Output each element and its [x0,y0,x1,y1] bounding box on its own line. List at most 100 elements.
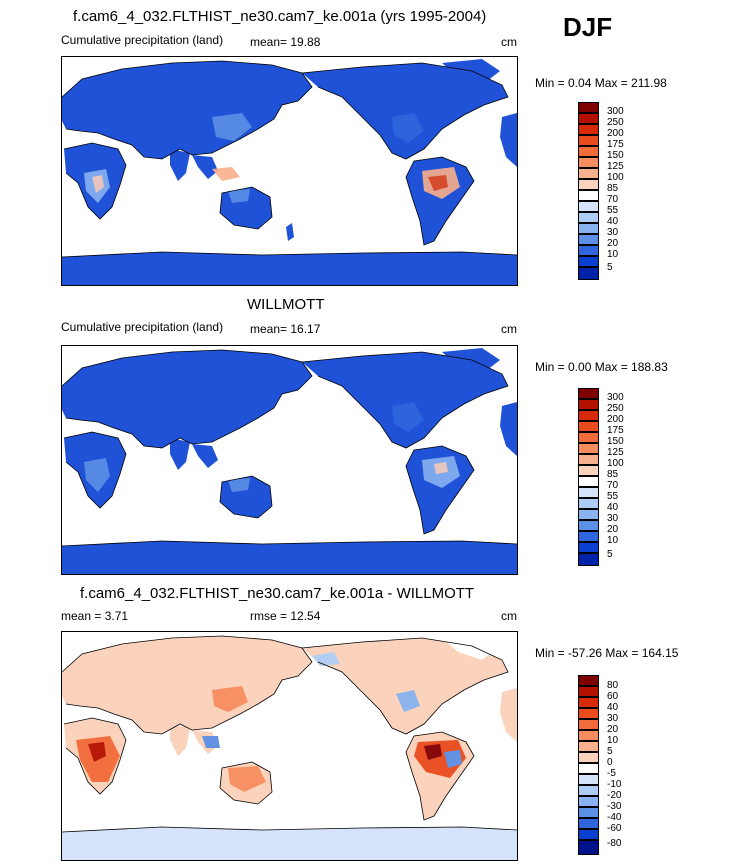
panel-3-cb-cell-5 [578,730,599,741]
panel-3-map [61,631,518,861]
china-positive [212,686,248,712]
panel-2-cb-cell-3 [578,421,599,432]
panel-3-coastlines [62,635,517,833]
panel-1-cb-cell-3 [578,135,599,146]
panel-2-tick: 175 [607,425,624,436]
panel-1-units: cm [501,35,517,49]
panel-2-cb-cell-9 [578,487,599,498]
australia-north-wet [228,478,250,492]
panel-2-cb-cell-13 [578,531,599,542]
panel-2-mean: mean= 16.17 [250,322,321,336]
coast-north-america [301,637,509,735]
panel-2-title: WILLMOTT [247,296,325,313]
panel-3-cb-cell-6 [578,741,599,752]
panel-1-cb-cell-1 [578,113,599,124]
panel-2-tick: 100 [607,458,624,469]
panel-3-map-svg [62,634,517,860]
panel-3-tick: 10 [607,735,619,746]
panel-1-cb-cell-10 [578,212,599,223]
panel-3-units: cm [501,609,517,623]
panel-3-cb-cell-12 [578,807,599,818]
panel-3-tick: 60 [607,691,619,702]
panel-2-cb-cell-7 [578,465,599,476]
panel-3-mean: mean = 3.71 [61,609,129,623]
panel-2-tick: 20 [607,524,619,535]
panel-2-cb-cell-8 [578,476,599,487]
panel-1-cb-cell-7 [578,179,599,190]
panel-2-tick: 250 [607,403,624,414]
panel-1-title: f.cam6_4_032.FLTHIST_ne30.cam7_ke.001a (… [73,8,487,25]
panel-3-tick: -20 [607,790,622,801]
panel-1-cb-cell-0 [578,102,599,113]
north-america [302,352,508,448]
panel-1-tick: 250 [607,117,624,128]
coast-antarctica [62,251,517,258]
amazon-core [434,462,448,474]
amazon-strong [424,744,442,760]
coast-africa [63,717,127,795]
panel-1-tick: 70 [607,194,619,205]
coast-south-america [405,156,475,246]
panel-1-wet-areas [84,113,460,203]
panel-3-tick: -60 [607,823,622,834]
panel-3-cb-cell-15 [578,840,599,855]
panel-1-cb-cell-4 [578,146,599,157]
panel-3-tick: -80 [607,838,622,849]
panel-3-cb-cell-1 [578,686,599,697]
panel-3-tick: 5 [607,746,613,757]
panel-3-colorbar [578,675,599,855]
australia-positive [228,766,266,792]
panel-1-tick: 30 [607,227,619,238]
panel-1-coastlines [62,60,517,258]
coast-north-america [301,62,509,160]
australia-north-wet [228,189,250,203]
coast-africa [63,431,127,509]
panel-2-cb-cell-4 [578,432,599,443]
coast-south-america [405,445,475,535]
panel-3-cb-cell-8 [578,763,599,774]
coast-north-america [301,351,509,449]
panel-2-minmax: Min = 0.00 Max = 188.83 [535,360,668,374]
panel-3-land [62,634,517,860]
panel-3-cb-cell-3 [578,708,599,719]
india [170,149,190,181]
panel-3-cb-cell-10 [578,785,599,796]
panel-2-cb-cell-11 [578,509,599,520]
panel-2-colorbar [578,388,599,566]
panel-3-cb-cell-11 [578,796,599,807]
panel-2-tick: 10 [607,535,619,546]
eurasia [62,61,312,159]
panel-1-cb-cell-5 [578,157,599,168]
panel-2-coastlines [62,349,517,547]
panel-2-tick: 55 [607,491,619,502]
india [170,724,190,756]
coast-australia [219,186,273,230]
panel-1-tick: 150 [607,150,624,161]
panel-1-mean: mean= 19.88 [250,35,321,49]
coast-africa [63,142,127,220]
panel-1-tick: 40 [607,216,619,227]
coast-australia [219,475,273,519]
panel-2-tick: 300 [607,392,624,403]
panel-3-cb-cell-13 [578,818,599,829]
panel-2-tick: 85 [607,469,619,480]
africa-core [92,175,104,193]
panel-2-cb-cell-12 [578,520,599,531]
maritime-continent [212,167,240,181]
panel-2-cb-cell-0 [578,388,599,399]
panel-2-wet-areas [84,402,460,492]
europe-edge [500,688,517,742]
panel-1-cb-cell-14 [578,256,599,267]
panel-3-tick: 40 [607,702,619,713]
panel-3-tick: 0 [607,757,613,768]
panel-1-left-label: Cumulative precipitation (land) [61,33,224,47]
panel-3-minmax: Min = -57.26 Max = 164.15 [535,646,679,660]
panel-2-tick: 150 [607,436,624,447]
panel-1-tick: 125 [607,161,624,172]
greenland [442,59,500,85]
panel-1-cb-cell-9 [578,201,599,212]
panel-1-cb-cell-12 [578,234,599,245]
panel-2-map-svg [62,348,517,574]
panel-2-cb-cell-15 [578,553,599,566]
panel-3-cb-cell-2 [578,697,599,708]
